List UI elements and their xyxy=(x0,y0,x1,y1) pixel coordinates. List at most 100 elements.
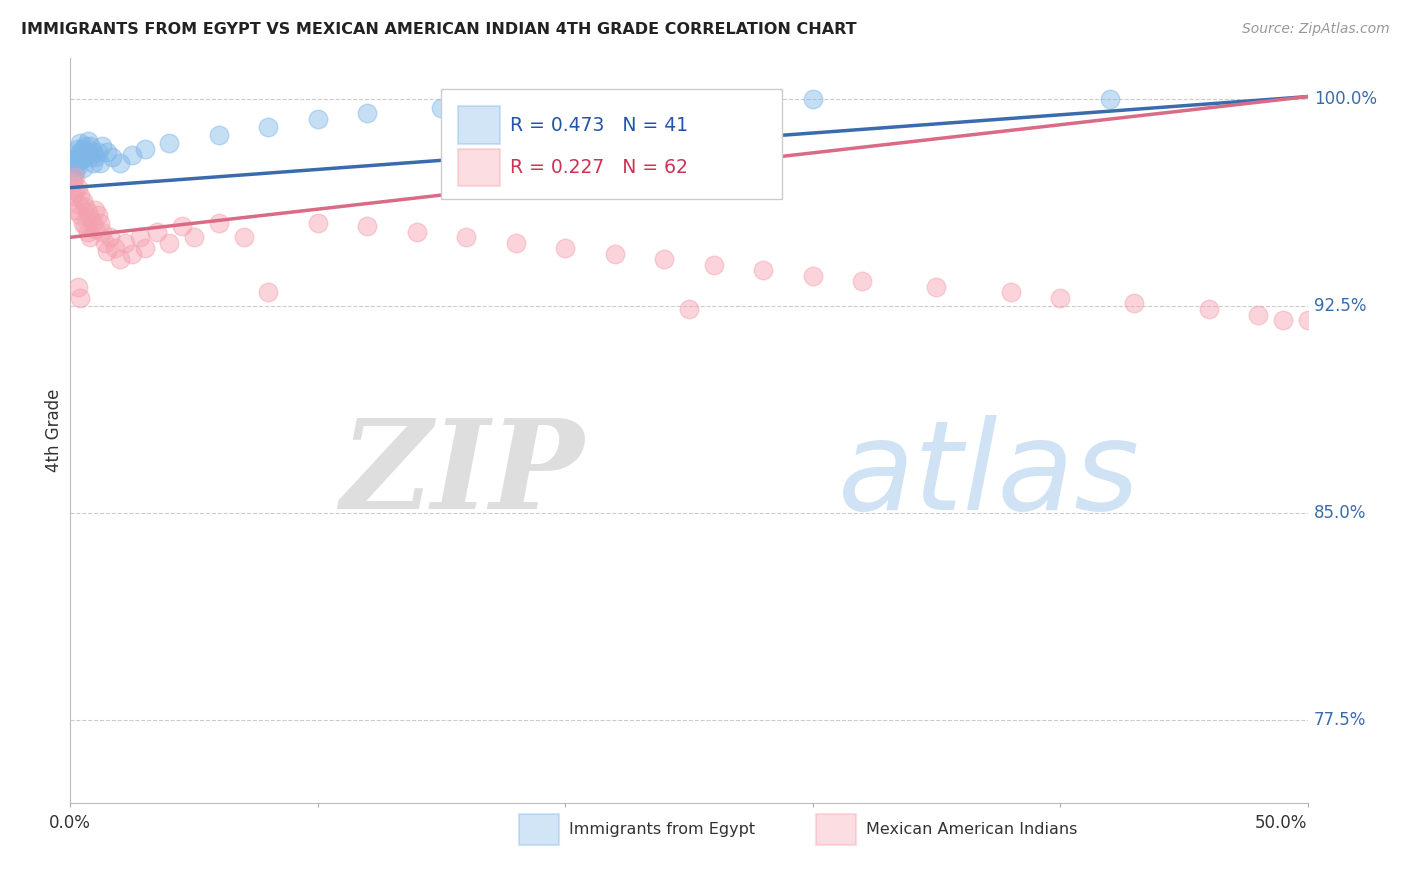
Point xyxy=(62,175,84,189)
Point xyxy=(69,208,91,222)
Point xyxy=(183,230,205,244)
Point xyxy=(66,159,89,173)
Point xyxy=(86,145,108,159)
Point xyxy=(66,150,89,164)
Point xyxy=(72,194,94,209)
Point xyxy=(84,222,107,236)
Text: 77.5%: 77.5% xyxy=(1313,711,1367,729)
Point xyxy=(66,180,89,194)
Point xyxy=(82,217,104,231)
Point xyxy=(82,145,104,159)
Point xyxy=(65,147,87,161)
Point xyxy=(69,136,91,151)
Point xyxy=(170,219,193,234)
Text: IMMIGRANTS FROM EGYPT VS MEXICAN AMERICAN INDIAN 4TH GRADE CORRELATION CHART: IMMIGRANTS FROM EGYPT VS MEXICAN AMERICA… xyxy=(21,22,856,37)
Point xyxy=(96,244,118,258)
Point xyxy=(1098,92,1121,106)
Point xyxy=(75,219,97,234)
Point xyxy=(89,156,111,170)
Point xyxy=(75,200,97,214)
Point xyxy=(76,205,98,219)
Point xyxy=(257,285,280,300)
Point xyxy=(76,134,98,148)
Point xyxy=(79,230,101,244)
Y-axis label: 4th Grade: 4th Grade xyxy=(45,389,63,472)
Text: 100.0%: 100.0% xyxy=(1313,90,1376,108)
Point xyxy=(703,258,725,272)
Text: Mexican American Indians: Mexican American Indians xyxy=(866,822,1077,837)
Point xyxy=(62,169,84,184)
Point xyxy=(65,169,87,184)
Point xyxy=(89,217,111,231)
Point xyxy=(108,252,131,267)
FancyBboxPatch shape xyxy=(457,149,499,186)
Point xyxy=(1123,296,1146,310)
Point xyxy=(104,241,127,255)
Point xyxy=(121,147,143,161)
Point xyxy=(157,235,180,250)
Text: Immigrants from Egypt: Immigrants from Egypt xyxy=(569,822,755,837)
Text: 0.0%: 0.0% xyxy=(49,814,91,832)
Point xyxy=(652,252,675,267)
Point xyxy=(69,145,91,159)
Point xyxy=(75,139,97,153)
Point xyxy=(208,217,231,231)
Point xyxy=(79,139,101,153)
Point xyxy=(91,139,114,153)
Point xyxy=(65,202,87,217)
Point xyxy=(356,219,378,234)
Point xyxy=(84,202,107,217)
Point xyxy=(79,211,101,225)
Text: 50.0%: 50.0% xyxy=(1256,814,1308,832)
Point xyxy=(1049,291,1071,305)
Text: R = 0.473   N = 41: R = 0.473 N = 41 xyxy=(509,115,688,135)
Point xyxy=(134,142,156,156)
Point xyxy=(257,120,280,134)
Point xyxy=(554,95,576,109)
Point xyxy=(66,197,89,211)
Text: 92.5%: 92.5% xyxy=(1313,297,1367,315)
Point xyxy=(94,235,117,250)
Text: atlas: atlas xyxy=(838,415,1139,535)
Text: 85.0%: 85.0% xyxy=(1313,504,1367,522)
Point xyxy=(307,112,329,126)
Point xyxy=(801,92,824,106)
Point xyxy=(76,225,98,239)
Point xyxy=(851,274,873,288)
Point xyxy=(91,225,114,239)
Point xyxy=(75,150,97,164)
Point xyxy=(307,217,329,231)
Point xyxy=(157,136,180,151)
FancyBboxPatch shape xyxy=(441,89,782,200)
Point xyxy=(66,142,89,156)
Point xyxy=(86,208,108,222)
Point xyxy=(79,150,101,164)
Point xyxy=(62,189,84,203)
Point xyxy=(603,247,626,261)
Point xyxy=(1296,313,1319,327)
Point xyxy=(69,291,91,305)
Point xyxy=(84,150,107,164)
Point xyxy=(76,145,98,159)
Text: R = 0.227   N = 62: R = 0.227 N = 62 xyxy=(509,158,688,177)
Point xyxy=(752,263,775,277)
Point xyxy=(69,153,91,167)
Point xyxy=(114,235,136,250)
Point xyxy=(456,230,478,244)
Point xyxy=(72,150,94,164)
Point xyxy=(678,301,700,316)
FancyBboxPatch shape xyxy=(457,106,499,144)
Point xyxy=(62,161,84,176)
Point xyxy=(65,183,87,197)
Point xyxy=(66,280,89,294)
Point xyxy=(1198,301,1220,316)
FancyBboxPatch shape xyxy=(519,814,560,846)
FancyBboxPatch shape xyxy=(817,814,856,846)
Point xyxy=(96,145,118,159)
Point xyxy=(134,241,156,255)
Point xyxy=(62,153,84,167)
Point xyxy=(72,217,94,231)
Point xyxy=(65,164,87,178)
Point xyxy=(232,230,254,244)
Point xyxy=(72,142,94,156)
